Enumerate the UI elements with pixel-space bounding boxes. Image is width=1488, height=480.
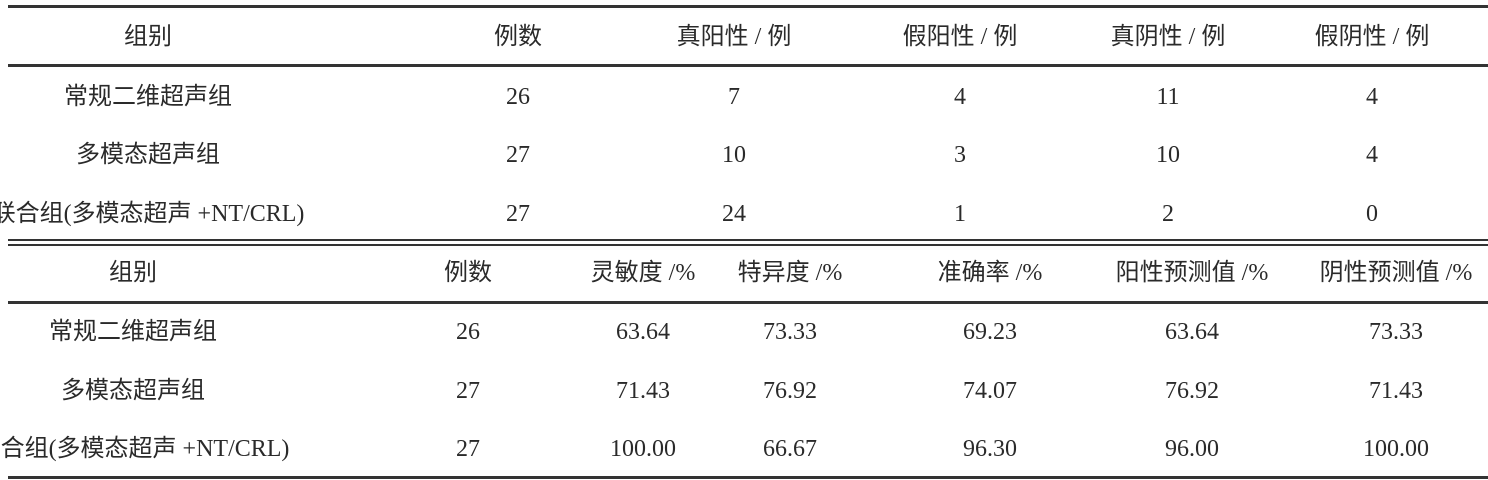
table-cell: 2 xyxy=(1162,201,1174,227)
table-cell: 73.33 xyxy=(763,319,817,345)
table-cell: 96.00 xyxy=(1165,436,1219,462)
row-label: 常规二维超声组 xyxy=(64,84,232,110)
row-label: 联合组(多模态超声 +NT/CRL) xyxy=(0,201,305,227)
column-header: 组别 xyxy=(109,260,157,286)
table2-header-rule xyxy=(8,301,1488,304)
table-cell: 27 xyxy=(456,436,480,462)
column-header: 灵敏度 /% xyxy=(590,260,696,286)
table-cell: 11 xyxy=(1156,84,1180,110)
table-cell: 71.43 xyxy=(1369,378,1423,404)
table-cell: 73.33 xyxy=(1369,319,1423,345)
table-cell: 0 xyxy=(1366,201,1378,227)
table-cell: 100.00 xyxy=(610,436,676,462)
table-cell: 10 xyxy=(1156,142,1180,168)
table-cell: 69.23 xyxy=(963,319,1017,345)
column-header: 假阳性 / 例 xyxy=(902,24,1018,50)
row-label: 常规二维超声组 xyxy=(49,319,217,345)
table-cell: 10 xyxy=(722,142,746,168)
table-cell: 27 xyxy=(456,378,480,404)
table-cell: 63.64 xyxy=(616,319,670,345)
table-cell: 63.64 xyxy=(1165,319,1219,345)
table-cell: 26 xyxy=(456,319,480,345)
column-header: 例数 xyxy=(494,24,542,50)
column-header: 阳性预测值 /% xyxy=(1115,260,1269,286)
row-label: 多模态超声组 xyxy=(76,142,220,168)
top-rule xyxy=(8,5,1488,8)
table-cell: 100.00 xyxy=(1363,436,1429,462)
table-cell: 76.92 xyxy=(763,378,817,404)
table-cell: 74.07 xyxy=(963,378,1017,404)
table1-bottom-rule xyxy=(8,239,1488,241)
table-cell: 4 xyxy=(1366,84,1378,110)
table-cell: 71.43 xyxy=(616,378,670,404)
table1-header-rule xyxy=(8,64,1488,67)
table-cell: 76.92 xyxy=(1165,378,1219,404)
column-header: 真阳性 / 例 xyxy=(676,24,792,50)
column-header: 假阴性 / 例 xyxy=(1314,24,1430,50)
column-header: 组别 xyxy=(124,24,172,50)
table-cell: 4 xyxy=(954,84,966,110)
table-cell: 27 xyxy=(506,201,530,227)
table2-top-rule xyxy=(8,244,1488,246)
table-cell: 26 xyxy=(506,84,530,110)
table-cell: 96.30 xyxy=(963,436,1017,462)
table-cell: 27 xyxy=(506,142,530,168)
table-cell: 4 xyxy=(1366,142,1378,168)
bottom-rule xyxy=(8,476,1488,479)
table-cell: 66.67 xyxy=(763,436,817,462)
row-label: 多模态超声组 xyxy=(61,378,205,404)
column-header: 阴性预测值 /% xyxy=(1319,260,1473,286)
table-cell: 3 xyxy=(954,142,966,168)
table-cell: 1 xyxy=(954,201,966,227)
column-header: 例数 xyxy=(444,260,492,286)
table-cell: 7 xyxy=(728,84,740,110)
row-label: 联合组(多模态超声 +NT/CRL) xyxy=(0,436,290,462)
column-header: 真阴性 / 例 xyxy=(1110,24,1226,50)
table-cell: 24 xyxy=(722,201,746,227)
column-header: 准确率 /% xyxy=(937,260,1043,286)
column-header: 特异度 /% xyxy=(737,260,843,286)
